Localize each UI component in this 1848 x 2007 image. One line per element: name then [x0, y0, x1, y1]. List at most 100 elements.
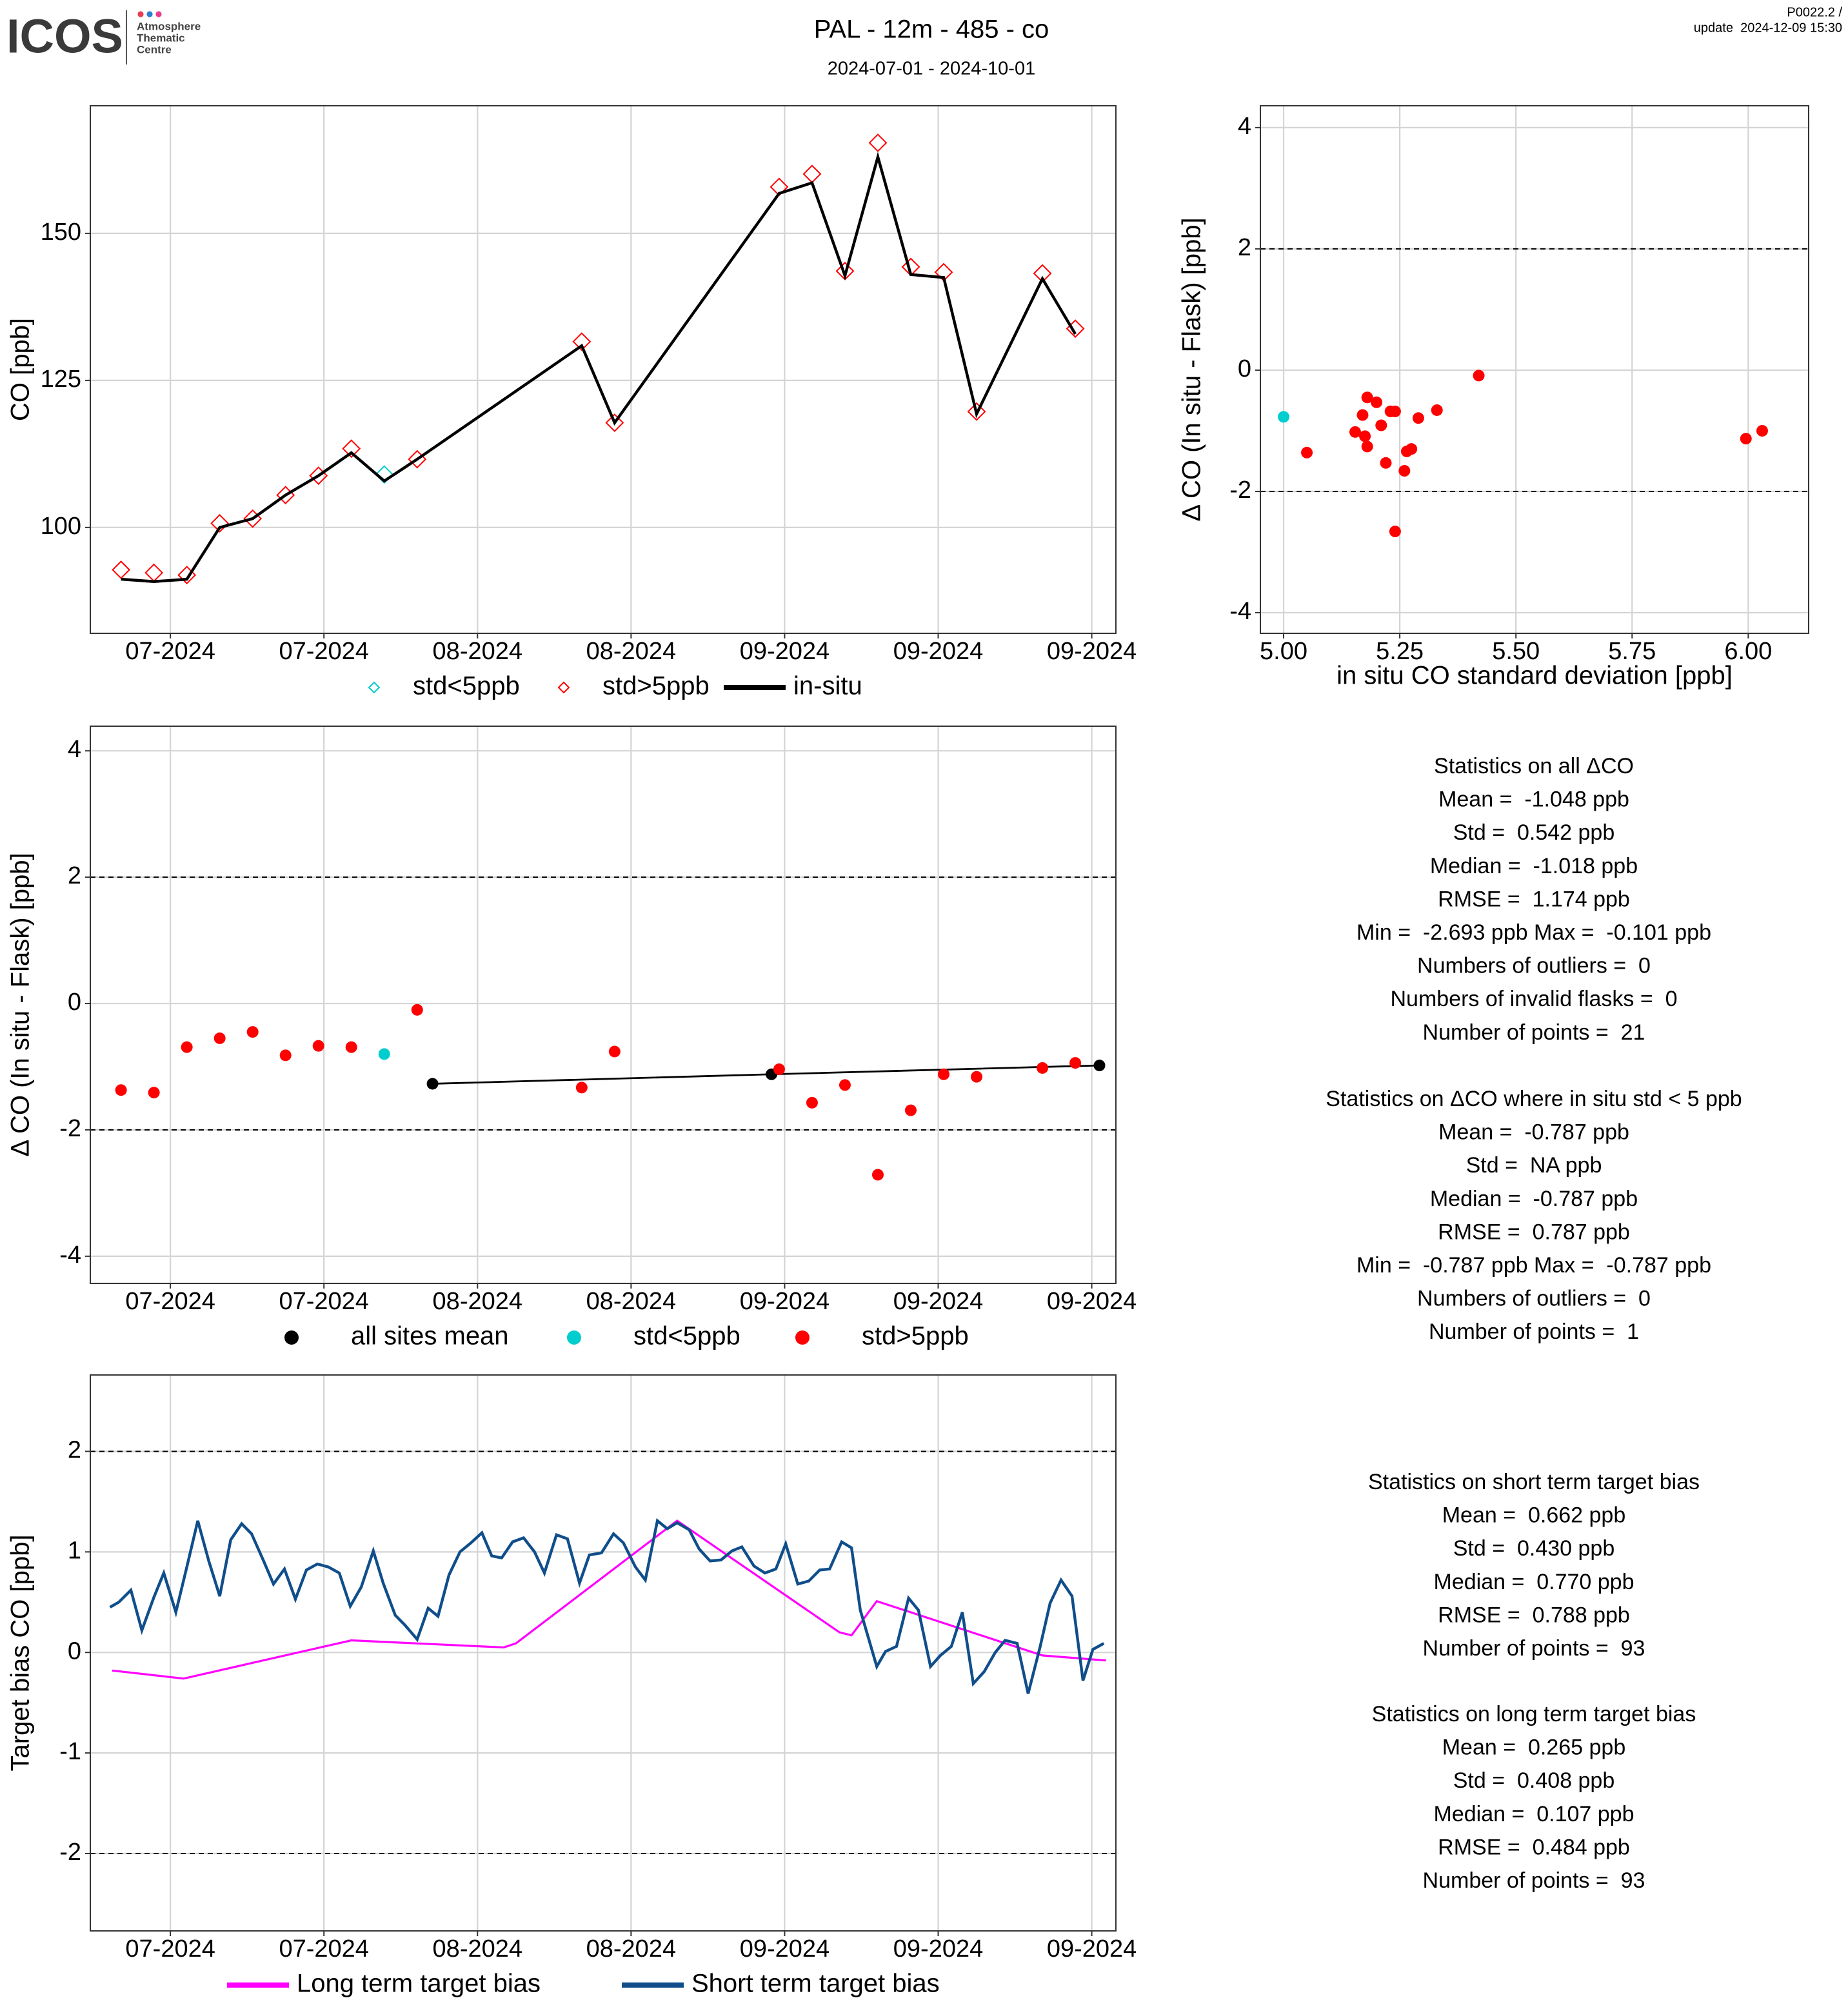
point [1037, 1062, 1049, 1074]
y-tick-label: 2 [68, 1436, 81, 1463]
point [1389, 405, 1401, 417]
point [246, 1026, 259, 1038]
logo-centre: Thematic [137, 32, 185, 44]
x-tick-label: 09-2024 [893, 638, 983, 665]
point [1389, 526, 1401, 538]
point [345, 1041, 357, 1053]
legend-label: std<5ppb [633, 1322, 740, 1350]
stats-line: Statistics on short term target bias [1368, 1470, 1700, 1494]
point [1359, 430, 1371, 442]
point [1473, 370, 1485, 382]
legend-label: std<5ppb [413, 672, 520, 700]
y-tick-label: -2 [59, 1115, 81, 1142]
stats-line: Mean = 0.265 ppb [1442, 1735, 1626, 1760]
point [608, 1045, 621, 1058]
point [1361, 391, 1373, 404]
stats-line: Statistics on all ΔCO [1434, 754, 1634, 778]
update: update 2024-12-09 15:30 [1694, 21, 1842, 35]
y-tick-label: 125 [41, 366, 81, 393]
legend-swatch [795, 1330, 810, 1345]
x-tick-label: 5.25 [1376, 638, 1424, 665]
subtitle: 2024-07-01 - 2024-10-01 [828, 59, 1035, 79]
plot-border [90, 726, 1117, 1284]
logo: ICOS Atmosphere Thematic Centre [6, 10, 201, 64]
series-line [121, 152, 1077, 583]
stats-line: Numbers of invalid flasks = 0 [1390, 987, 1677, 1011]
x-tick-label: 09-2024 [740, 638, 830, 665]
point [1412, 412, 1424, 424]
x-tick-label: 07-2024 [279, 638, 368, 665]
legend-label: in-situ [793, 672, 862, 700]
stats-line: Statistics on long term target bias [1372, 1702, 1696, 1726]
legend-label: std>5ppb [862, 1322, 969, 1350]
stats-line: Min = -0.787 ppb Max = -0.787 ppb [1356, 1253, 1711, 1278]
legend-swatch-dot [752, 685, 757, 690]
point [426, 1078, 439, 1090]
plot-area [90, 726, 1116, 1283]
diamond-point [967, 402, 986, 421]
y-tick-label: 4 [1238, 113, 1251, 140]
y-axis-title: Target bias CO [ppb] [6, 1535, 35, 1772]
stats-line: Std = 0.408 ppb [1453, 1768, 1615, 1793]
stats-line: Number of points = 93 [1423, 1636, 1645, 1661]
diamond-point [375, 465, 394, 484]
series-line [112, 1519, 1106, 1680]
stats-line: Std = 0.430 ppb [1453, 1536, 1615, 1561]
point [1301, 446, 1313, 459]
y-tick-label: -4 [1229, 598, 1251, 625]
y-tick-label: 2 [68, 862, 81, 889]
plot-area [90, 106, 1116, 633]
point [378, 1048, 390, 1060]
stats-line: Median = -1.018 ppb [1430, 854, 1638, 878]
x-axis-title: in situ CO standard deviation [ppb] [1336, 662, 1733, 690]
logo-dot [137, 11, 144, 17]
x-tick-label: 07-2024 [125, 1288, 215, 1315]
stats-line: Median = -0.787 ppb [1430, 1187, 1638, 1211]
x-tick-label: 07-2024 [125, 1935, 215, 1963]
point [1756, 424, 1768, 437]
legend-swatch [368, 681, 381, 694]
point [905, 1104, 917, 1116]
logo-dot [155, 11, 162, 17]
x-tick-label: 5.75 [1608, 638, 1656, 665]
y-tick-label: -1 [59, 1738, 81, 1765]
diamond-point [112, 560, 131, 579]
stats-line: Mean = -1.048 ppb [1438, 787, 1629, 812]
y-axis-title: CO [ppb] [6, 318, 35, 421]
point [1356, 409, 1369, 421]
point [1069, 1057, 1082, 1069]
stats-line: RMSE = 0.484 ppb [1438, 1835, 1630, 1859]
y-tick-label: -2 [59, 1839, 81, 1866]
plot-border [1260, 105, 1809, 634]
point [1349, 426, 1361, 438]
version: P0022.2 / [1787, 5, 1842, 19]
x-tick-label: 09-2024 [740, 1288, 830, 1315]
x-tick-label: 09-2024 [893, 1288, 983, 1315]
x-tick-label: 08-2024 [586, 1935, 676, 1963]
x-tick-label: 08-2024 [433, 1288, 522, 1315]
x-tick-label: 07-2024 [279, 1288, 368, 1315]
y-tick-label: 1 [68, 1537, 81, 1564]
diamond-point [605, 413, 624, 432]
stats-line: Number of points = 93 [1423, 1868, 1645, 1893]
x-tick-label: 09-2024 [1047, 1935, 1137, 1963]
y-tick-label: 2 [1238, 234, 1251, 261]
y-tick-label: 4 [68, 736, 81, 763]
stats-line: Number of points = 21 [1423, 1020, 1645, 1045]
plot-border [90, 1374, 1117, 1932]
point [148, 1087, 160, 1099]
y-axis-title: Δ CO (In situ - Flask) [ppb] [1178, 217, 1206, 521]
diamond-point [342, 439, 361, 459]
y-tick-label: 150 [41, 219, 81, 246]
point [115, 1084, 127, 1096]
diamond-point [210, 514, 230, 533]
stats-line: Median = 0.107 ppb [1434, 1802, 1634, 1826]
stats-line: Std = NA ppb [1466, 1153, 1602, 1178]
diamond-point [572, 332, 591, 351]
x-tick-label: 08-2024 [433, 1935, 522, 1963]
logo-centre: Centre [137, 43, 172, 55]
x-tick-label: 07-2024 [125, 638, 215, 665]
point [1740, 433, 1752, 445]
